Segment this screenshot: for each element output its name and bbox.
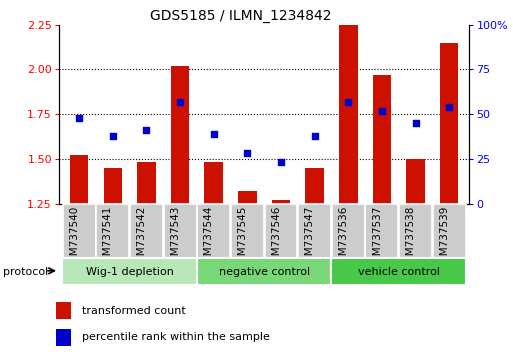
Text: GSM737544: GSM737544: [204, 206, 214, 269]
Text: GSM737546: GSM737546: [271, 206, 281, 269]
Text: GSM737538: GSM737538: [406, 206, 416, 269]
Text: GSM737542: GSM737542: [136, 206, 146, 269]
Bar: [332, 204, 365, 258]
Point: [243, 151, 251, 156]
Text: vehicle control: vehicle control: [358, 267, 440, 277]
Text: GSM737536: GSM737536: [338, 206, 348, 269]
Point: [411, 120, 420, 126]
Bar: [205, 162, 223, 204]
Bar: [70, 155, 88, 204]
Bar: [305, 168, 324, 204]
Text: GSM737537: GSM737537: [372, 206, 382, 269]
Text: GDS5185 / ILMN_1234842: GDS5185 / ILMN_1234842: [150, 9, 332, 23]
Bar: [365, 204, 399, 258]
Bar: [433, 204, 466, 258]
Bar: [96, 204, 129, 258]
Bar: [372, 75, 391, 204]
Bar: [104, 168, 122, 204]
Bar: [198, 204, 230, 258]
Point: [344, 99, 352, 104]
Text: percentile rank within the sample: percentile rank within the sample: [82, 332, 270, 342]
Text: Wig-1 depletion: Wig-1 depletion: [86, 267, 173, 277]
Point: [75, 115, 83, 121]
Bar: [399, 204, 432, 258]
Text: transformed count: transformed count: [82, 306, 186, 316]
Bar: [171, 66, 189, 204]
Bar: [406, 159, 425, 204]
Point: [176, 99, 184, 104]
Bar: [298, 204, 331, 258]
Point: [277, 160, 285, 165]
Text: negative control: negative control: [219, 267, 310, 277]
Bar: [238, 191, 256, 204]
Bar: [272, 200, 290, 204]
Bar: [137, 162, 156, 204]
Bar: [331, 258, 466, 285]
Point: [310, 133, 319, 138]
Text: protocol: protocol: [3, 267, 48, 277]
Bar: [164, 204, 196, 258]
Bar: [63, 258, 197, 285]
Point: [378, 108, 386, 113]
Point: [109, 133, 117, 138]
Bar: [265, 204, 298, 258]
Text: GSM737540: GSM737540: [69, 206, 79, 269]
Text: GSM737539: GSM737539: [439, 206, 449, 269]
Bar: [55, 302, 71, 319]
Bar: [339, 25, 358, 204]
Point: [210, 131, 218, 137]
Point: [142, 127, 150, 133]
Bar: [231, 204, 264, 258]
Point: [445, 104, 453, 110]
Bar: [63, 204, 95, 258]
Bar: [130, 204, 163, 258]
Text: GSM737545: GSM737545: [238, 206, 247, 269]
Bar: [440, 43, 459, 204]
Text: GSM737547: GSM737547: [305, 206, 314, 269]
Text: GSM737541: GSM737541: [103, 206, 113, 269]
Bar: [197, 258, 331, 285]
Bar: [55, 329, 71, 346]
Text: GSM737543: GSM737543: [170, 206, 180, 269]
